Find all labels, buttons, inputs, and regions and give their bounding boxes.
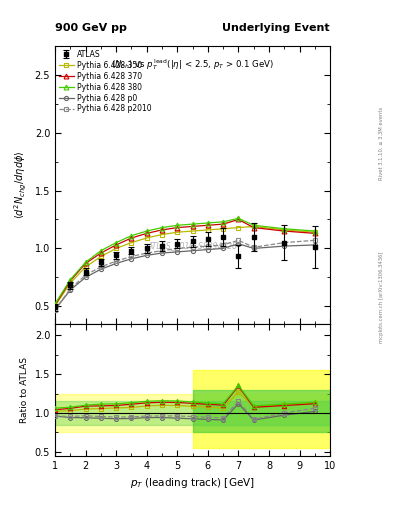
- Pythia 6.428 p2010: [236, 237, 241, 243]
- Pythia 6.428 p2010: [144, 250, 149, 256]
- Line: Pythia 6.428 350: Pythia 6.428 350: [53, 224, 317, 308]
- Pythia 6.428 p0: [312, 242, 317, 248]
- Pythia 6.428 p2010: [312, 237, 317, 243]
- Pythia 6.428 p0: [83, 274, 88, 281]
- Pythia 6.428 380: [312, 228, 317, 234]
- Pythia 6.428 p2010: [53, 307, 57, 313]
- Pythia 6.428 370: [99, 250, 103, 256]
- Pythia 6.428 p2010: [83, 272, 88, 278]
- Text: ATLAS_2010_S8894728: ATLAS_2010_S8894728: [147, 241, 238, 250]
- Legend: ATLAS, Pythia 6.428 350, Pythia 6.428 370, Pythia 6.428 380, Pythia 6.428 p0, Py: ATLAS, Pythia 6.428 350, Pythia 6.428 37…: [57, 48, 153, 115]
- Pythia 6.428 370: [68, 278, 73, 284]
- Pythia 6.428 350: [282, 227, 286, 233]
- Pythia 6.428 380: [236, 215, 241, 221]
- Pythia 6.428 380: [282, 226, 286, 232]
- Pythia 6.428 380: [83, 259, 88, 265]
- Y-axis label: Ratio to ATLAS: Ratio to ATLAS: [20, 357, 29, 422]
- Text: mcplots.cern.ch [arXiv:1306.3436]: mcplots.cern.ch [arXiv:1306.3436]: [379, 251, 384, 343]
- Pythia 6.428 p0: [99, 266, 103, 272]
- Pythia 6.428 350: [190, 228, 195, 234]
- Pythia 6.428 370: [129, 235, 134, 241]
- Pythia 6.428 p2010: [221, 242, 226, 248]
- Text: Underlying Event: Underlying Event: [222, 23, 330, 33]
- Pythia 6.428 p2010: [252, 244, 256, 250]
- Pythia 6.428 350: [160, 231, 164, 238]
- Pythia 6.428 350: [221, 226, 226, 232]
- Pythia 6.428 p2010: [114, 258, 119, 264]
- Pythia 6.428 p2010: [206, 243, 210, 249]
- Pythia 6.428 p0: [221, 245, 226, 251]
- Pythia 6.428 370: [221, 221, 226, 227]
- Pythia 6.428 380: [53, 301, 57, 307]
- Pythia 6.428 350: [129, 240, 134, 246]
- Text: $\langle N_{ch}\rangle$ vs $p_T^{\,\mathrm{lead}}$($|\eta|$ < 2.5, $p_T$ > 0.1 G: $\langle N_{ch}\rangle$ vs $p_T^{\,\math…: [111, 57, 274, 72]
- Pythia 6.428 350: [252, 223, 256, 229]
- Pythia 6.428 p2010: [99, 264, 103, 270]
- Pythia 6.428 p0: [160, 250, 164, 256]
- Pythia 6.428 p0: [190, 248, 195, 254]
- Pythia 6.428 380: [99, 248, 103, 254]
- Pythia 6.428 380: [190, 221, 195, 227]
- Pythia 6.428 350: [312, 229, 317, 236]
- Pythia 6.428 370: [114, 242, 119, 248]
- Pythia 6.428 p0: [53, 307, 57, 313]
- Pythia 6.428 370: [53, 302, 57, 308]
- Pythia 6.428 p0: [68, 287, 73, 293]
- Pythia 6.428 p2010: [160, 248, 164, 254]
- Pythia 6.428 p0: [252, 245, 256, 251]
- Pythia 6.428 370: [160, 227, 164, 233]
- Pythia 6.428 350: [68, 280, 73, 286]
- Line: Pythia 6.428 370: Pythia 6.428 370: [53, 217, 317, 308]
- Pythia 6.428 380: [114, 240, 119, 246]
- Pythia 6.428 p0: [206, 246, 210, 252]
- Pythia 6.428 370: [206, 222, 210, 228]
- Pythia 6.428 p0: [282, 243, 286, 249]
- Pythia 6.428 350: [144, 235, 149, 241]
- Pythia 6.428 350: [99, 253, 103, 260]
- Pythia 6.428 p0: [144, 252, 149, 259]
- Pythia 6.428 p0: [236, 241, 241, 247]
- Pythia 6.428 370: [190, 223, 195, 229]
- Pythia 6.428 370: [144, 230, 149, 237]
- Pythia 6.428 370: [236, 217, 241, 223]
- Line: Pythia 6.428 p2010: Pythia 6.428 p2010: [53, 238, 317, 312]
- Pythia 6.428 380: [144, 228, 149, 234]
- Text: 900 GeV pp: 900 GeV pp: [55, 23, 127, 33]
- Line: Pythia 6.428 p0: Pythia 6.428 p0: [53, 242, 317, 312]
- Pythia 6.428 380: [160, 225, 164, 231]
- Pythia 6.428 380: [175, 222, 180, 228]
- Pythia 6.428 380: [129, 232, 134, 239]
- Pythia 6.428 p2010: [129, 253, 134, 260]
- Pythia 6.428 350: [175, 229, 180, 236]
- Pythia 6.428 p2010: [68, 286, 73, 292]
- X-axis label: $p_T$ (leading track) [GeV]: $p_T$ (leading track) [GeV]: [130, 476, 255, 490]
- Pythia 6.428 380: [68, 276, 73, 283]
- Pythia 6.428 370: [252, 225, 256, 231]
- Pythia 6.428 380: [252, 222, 256, 228]
- Pythia 6.428 p2010: [175, 245, 180, 251]
- Line: Pythia 6.428 380: Pythia 6.428 380: [53, 216, 317, 306]
- Pythia 6.428 p0: [129, 255, 134, 262]
- Pythia 6.428 350: [114, 245, 119, 251]
- Pythia 6.428 p2010: [282, 240, 286, 246]
- Text: Rivet 3.1.10, ≥ 3.3M events: Rivet 3.1.10, ≥ 3.3M events: [379, 106, 384, 180]
- Pythia 6.428 350: [206, 227, 210, 233]
- Pythia 6.428 350: [236, 225, 241, 231]
- Pythia 6.428 350: [53, 303, 57, 309]
- Pythia 6.428 370: [83, 261, 88, 267]
- Pythia 6.428 370: [312, 230, 317, 237]
- Pythia 6.428 370: [282, 228, 286, 234]
- Pythia 6.428 p0: [175, 249, 180, 255]
- Pythia 6.428 370: [175, 225, 180, 231]
- Y-axis label: $\langle d^2 N_{chg}/d\eta d\phi\rangle$: $\langle d^2 N_{chg}/d\eta d\phi\rangle$: [13, 151, 29, 219]
- Pythia 6.428 p0: [114, 261, 119, 267]
- Pythia 6.428 p2010: [190, 244, 195, 250]
- Pythia 6.428 380: [206, 220, 210, 226]
- Pythia 6.428 350: [83, 264, 88, 270]
- Pythia 6.428 380: [221, 219, 226, 225]
